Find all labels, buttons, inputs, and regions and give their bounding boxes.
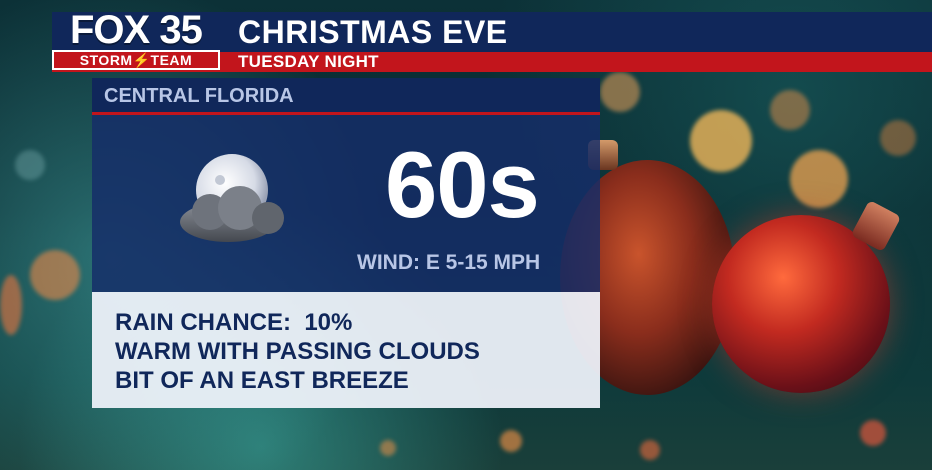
header-bar [52,12,932,52]
wind-label: WIND: E 5-15 MPH [357,251,541,274]
logo-channel: FOX 35 [70,8,203,52]
region-label: CENTRAL FLORIDA [104,85,294,107]
moon-behind-cloud-icon [170,150,310,250]
forecast-details-box [92,292,600,408]
station-logo: FOX 35 STORM⚡TEAM [52,8,220,70]
region-bar [92,78,600,115]
subheader-bar [52,52,932,72]
logo-team: STORM⚡TEAM [52,50,220,70]
temperature-value: 60s [385,132,540,237]
page-title: CHRISTMAS EVE [238,14,508,50]
rain-chance-text: RAIN CHANCE: 10% [115,309,353,336]
forecast-panel [92,115,600,292]
page-subtitle: TUESDAY NIGHT [238,52,379,71]
breeze-text: BIT OF AN EAST BREEZE [115,367,409,394]
description-text: WARM WITH PASSING CLOUDS [115,338,480,365]
